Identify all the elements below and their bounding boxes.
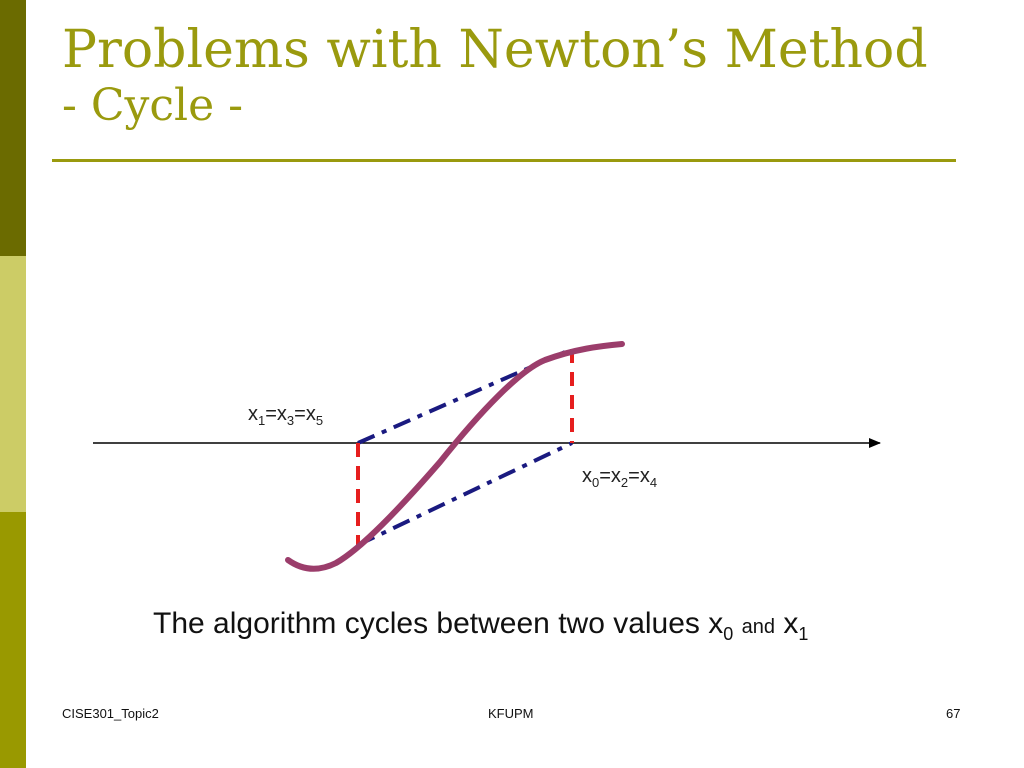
title-main: Problems with Newton’s Method	[62, 20, 928, 80]
slide-title: Problems with Newton’s Method - Cycle -	[62, 24, 928, 128]
footer-course: CISE301_Topic2	[62, 706, 159, 721]
footer-institution: KFUPM	[488, 706, 534, 721]
accent-bar-middle	[0, 256, 26, 512]
accent-bar-top	[0, 0, 26, 256]
title-subtitle: - Cycle -	[62, 80, 243, 131]
caption: The algorithm cycles between two values …	[153, 607, 809, 644]
function-curve	[285, 341, 625, 572]
label-x1-x3-x5: x1=x3=x5	[248, 403, 324, 428]
footer-page-number: 67	[946, 706, 961, 721]
tangent-line-lower	[357, 441, 573, 547]
label-x0-x2-x4: x0=x2=x4	[582, 465, 658, 490]
title-underline	[52, 159, 956, 162]
accent-bar-bottom	[0, 512, 26, 768]
